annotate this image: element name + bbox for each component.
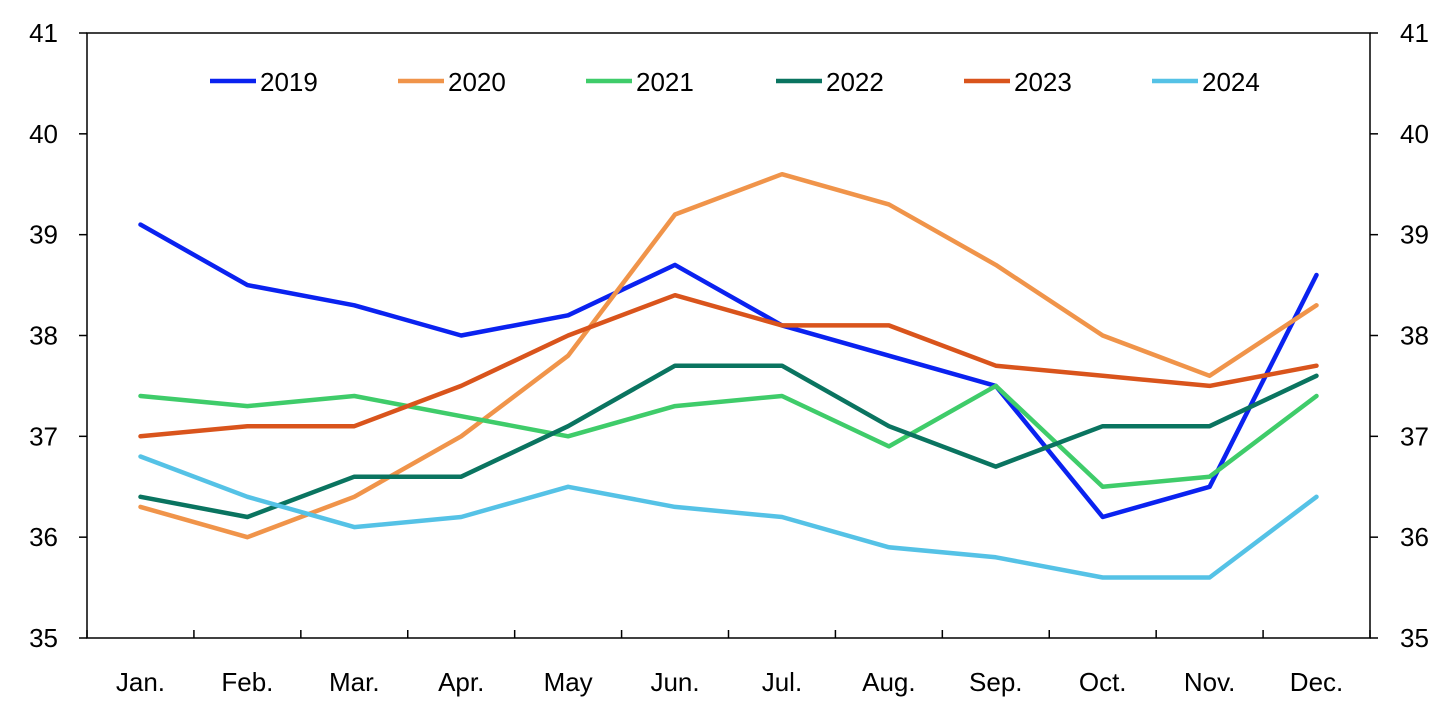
x-tick-label: Mar.: [329, 667, 380, 697]
y-tick-label-right: 39: [1400, 220, 1429, 250]
y-axis-left: 35 36 37 38 39 40 41: [29, 18, 87, 653]
legend-label-2024: 2024: [1202, 67, 1260, 97]
series-line-2022: [138, 363, 1319, 520]
legend-label-2021: 2021: [636, 67, 694, 97]
y-tick-label-right: 37: [1400, 421, 1429, 451]
y-tick-label-left: 35: [29, 623, 58, 653]
x-axis: Jan. Feb. Mar. Apr. May Jun. Jul. Aug. Sep. Oct. N…: [86, 630, 1371, 697]
series-line-2021: [138, 383, 1319, 490]
y-tick-label-left: 36: [29, 522, 58, 552]
x-tick-label: Aug.: [862, 667, 916, 697]
plot-border: [86, 32, 1371, 639]
legend-label-2019: 2019: [260, 67, 318, 97]
x-tick-label: Oct.: [1079, 667, 1127, 697]
y-tick-label-left: 41: [29, 18, 58, 48]
series-line-2023: [138, 292, 1319, 439]
series-line-2019: [138, 222, 1319, 520]
y-tick-label-left: 37: [29, 421, 58, 451]
y-tick-label-right: 35: [1400, 623, 1429, 653]
y-tick-label-left: 40: [29, 119, 58, 149]
x-tick-label: Sep.: [969, 667, 1023, 697]
legend-label-2022: 2022: [826, 67, 884, 97]
x-tick-label: Nov.: [1184, 667, 1236, 697]
x-tick-label: Jul.: [762, 667, 802, 697]
series-line-2024: [138, 454, 1319, 580]
legend-label-2020: 2020: [448, 67, 506, 97]
y-tick-label-left: 38: [29, 321, 58, 351]
series-lines: [138, 171, 1319, 580]
y-tick-label-right: 40: [1400, 119, 1429, 149]
x-tick-label: Dec.: [1290, 667, 1343, 697]
y-tick-label-right: 36: [1400, 522, 1429, 552]
x-tick-label: Feb.: [221, 667, 273, 697]
legend: 2019 2020 2021 2022 2023 2024: [210, 67, 1260, 97]
x-tick-label: Jun.: [650, 667, 699, 697]
legend-label-2023: 2023: [1014, 67, 1072, 97]
y-tick-label-right: 41: [1400, 18, 1429, 48]
x-tick-label: Apr.: [438, 667, 484, 697]
x-tick-label: Jan.: [116, 667, 165, 697]
y-tick-label-right: 38: [1400, 321, 1429, 351]
plot-area: [86, 32, 1371, 639]
series-line-2020: [138, 171, 1319, 540]
y-axis-right: 35 36 37 38 39 40 41: [1370, 18, 1429, 653]
y-tick-label-left: 39: [29, 220, 58, 250]
x-tick-label: May: [544, 667, 593, 697]
